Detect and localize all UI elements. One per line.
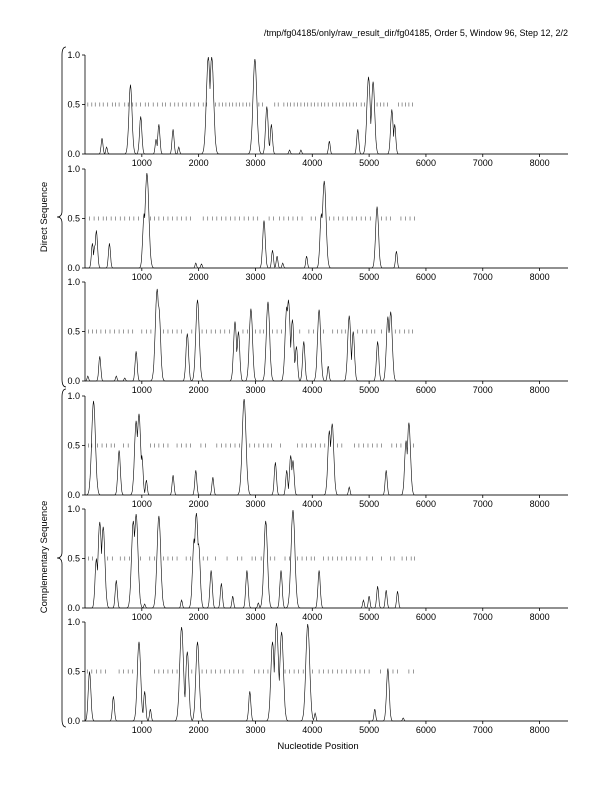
x-tick-label: 5000 [359,612,379,622]
x-tick-label: 3000 [245,499,265,509]
x-tick-label: 6000 [416,725,436,735]
x-tick-label: 4000 [302,612,322,622]
series-line [85,398,568,496]
x-tick-label: 5000 [359,499,379,509]
x-tick-label: 2000 [189,272,209,282]
x-tick-label: 6000 [416,158,436,168]
x-tick-label: 1000 [132,385,152,395]
x-tick-label: 8000 [530,272,550,282]
x-tick-label: 2000 [189,499,209,509]
x-tick-label: 4000 [302,725,322,735]
y-tick-label: 0.5 [67,554,80,564]
x-tick-label: 1000 [132,725,152,735]
x-tick-label: 5000 [359,272,379,282]
panel-1: 0.0 0.5 1.0 1000 2000 3000 4000 5000 6000 7000 800… [67,50,568,168]
x-tick-label: 6000 [416,385,436,395]
x-axis-label: Nucleotide Position [277,741,358,752]
x-tick-label: 3000 [245,158,265,168]
panels: 0.0 0.5 1.0 1000 2000 3000 4000 5000 6000 7000 800… [67,50,568,735]
y-tick-label: 0.0 [67,263,80,273]
panel-3: 0.0 0.5 1.0 1000 2000 3000 4000 5000 6000 7000 800… [67,277,568,395]
x-tick-label: 2000 [189,158,209,168]
x-tick-label: 8000 [530,385,550,395]
y-tick-label: 0.0 [67,603,80,613]
y-tick-label: 1.0 [67,504,80,514]
series-line [85,172,568,269]
x-tick-label: 5000 [359,385,379,395]
x-tick-label: 4000 [302,385,322,395]
brace-direct [56,46,67,388]
x-tick-label: 8000 [530,499,550,509]
group-braces [56,46,67,728]
y-tick-label: 0.0 [67,716,80,726]
series-line [85,56,568,155]
x-tick-label: 3000 [245,272,265,282]
panel-6: 0.0 0.5 1.0 1000 2000 3000 4000 5000 6000 7000 800… [67,617,568,735]
x-tick-label: 1000 [132,612,152,622]
x-tick-label: 1000 [132,272,152,282]
x-tick-label: 3000 [245,612,265,622]
y-tick-label: 0.5 [67,327,80,337]
series-line [84,622,568,722]
x-tick-label: 5000 [359,158,379,168]
y-tick-label: 1.0 [67,50,80,60]
x-tick-label: 4000 [302,499,322,509]
panel-2: 0.0 0.5 1.0 1000 2000 3000 4000 5000 6000 7000 800… [67,164,568,282]
x-tick-label: 7000 [473,725,493,735]
y-tick-label: 0.5 [67,100,80,110]
x-tick-label: 4000 [302,272,322,282]
x-tick-label: 8000 [530,612,550,622]
y-tick-label: 1.0 [67,391,80,401]
x-tick-label: 2000 [189,612,209,622]
y-tick-label: 0.5 [67,441,80,451]
x-tick-label: 7000 [473,158,493,168]
panel-5: 0.0 0.5 1.0 1000 2000 3000 4000 5000 6000 7000 800… [67,504,568,622]
x-tick-label: 1000 [132,499,152,509]
y-tick-label: 0.0 [67,490,80,500]
series-line [85,509,568,609]
x-tick-label: 4000 [302,158,322,168]
y-tick-label: 0.0 [67,149,80,159]
x-tick-label: 7000 [473,499,493,509]
chart-title: /tmp/fg04185/only/raw_result_dir/fg04185… [264,28,568,38]
panel-4: 0.0 0.5 1.0 1000 2000 3000 4000 5000 6000 7000 800… [67,391,568,509]
y-tick-label: 0.5 [67,214,80,224]
x-tick-label: 3000 [245,725,265,735]
x-tick-label: 7000 [473,612,493,622]
x-tick-label: 5000 [359,725,379,735]
brace-complementary [56,388,67,728]
x-tick-label: 6000 [416,499,436,509]
x-tick-label: 1000 [132,158,152,168]
y-tick-label: 0.0 [67,376,80,386]
y-tick-label: 1.0 [67,164,80,174]
y-tick-label: 1.0 [67,277,80,287]
x-tick-label: 3000 [245,385,265,395]
x-tick-label: 6000 [416,272,436,282]
series-line [85,288,568,382]
group-label-direct: Direct Sequence [39,182,50,252]
x-tick-label: 8000 [530,158,550,168]
x-tick-label: 7000 [473,272,493,282]
y-tick-label: 1.0 [67,617,80,627]
x-tick-label: 2000 [189,385,209,395]
x-tick-label: 2000 [189,725,209,735]
x-tick-label: 6000 [416,612,436,622]
y-tick-label: 0.5 [67,667,80,677]
x-tick-label: 7000 [473,385,493,395]
group-label-complementary: Complementary Sequence [39,501,50,613]
x-tick-label: 8000 [530,725,550,735]
